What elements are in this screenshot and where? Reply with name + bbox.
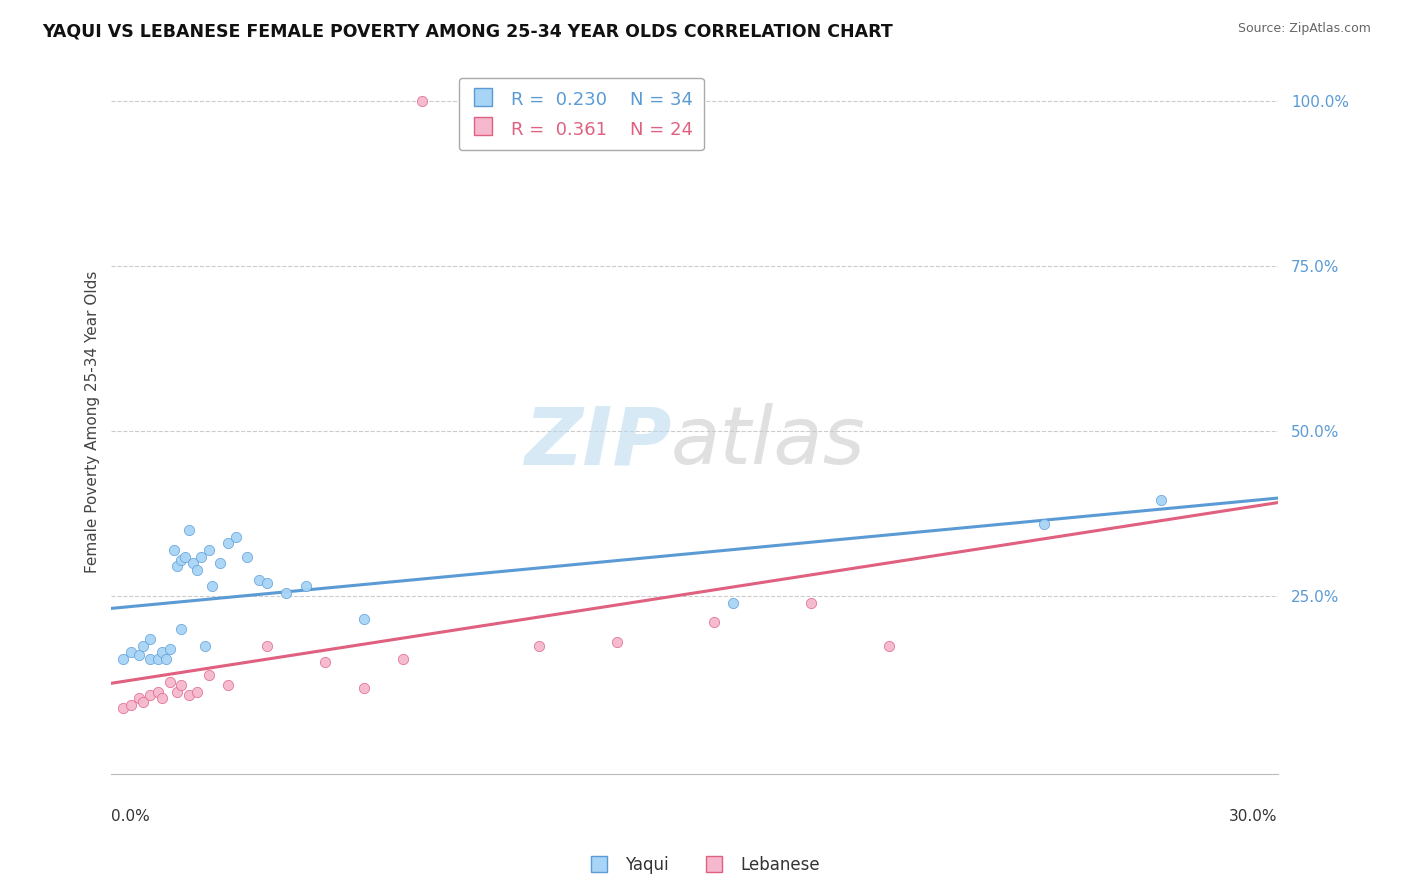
Point bbox=[353, 612, 375, 626]
Text: Source: ZipAtlas.com: Source: ZipAtlas.com bbox=[1237, 22, 1371, 36]
Point bbox=[877, 639, 900, 653]
Point bbox=[139, 632, 162, 646]
Point bbox=[181, 556, 204, 570]
Point bbox=[256, 639, 278, 653]
Point bbox=[197, 668, 219, 682]
Point bbox=[606, 635, 628, 649]
Point bbox=[256, 575, 278, 590]
Point bbox=[112, 651, 135, 665]
Point bbox=[217, 536, 239, 550]
Point bbox=[166, 559, 188, 574]
Point bbox=[179, 688, 201, 702]
Text: 0.0%: 0.0% bbox=[111, 809, 150, 824]
Point bbox=[353, 681, 375, 696]
Point bbox=[155, 651, 177, 665]
Point bbox=[703, 615, 725, 630]
Point bbox=[159, 674, 181, 689]
Point bbox=[194, 639, 217, 653]
Point bbox=[236, 549, 259, 564]
Point bbox=[186, 563, 208, 577]
Point bbox=[186, 684, 208, 698]
Point bbox=[131, 639, 153, 653]
Point bbox=[294, 579, 316, 593]
Text: YAQUI VS LEBANESE FEMALE POVERTY AMONG 25-34 YEAR OLDS CORRELATION CHART: YAQUI VS LEBANESE FEMALE POVERTY AMONG 2… bbox=[42, 22, 893, 40]
Point bbox=[179, 523, 201, 537]
Point bbox=[150, 645, 173, 659]
Point bbox=[225, 530, 247, 544]
Point bbox=[120, 645, 142, 659]
Point bbox=[146, 651, 169, 665]
Point bbox=[314, 655, 336, 669]
Point bbox=[150, 691, 173, 706]
Point bbox=[159, 641, 181, 656]
Point bbox=[120, 698, 142, 712]
Point bbox=[166, 684, 188, 698]
Text: 30.0%: 30.0% bbox=[1229, 809, 1278, 824]
Point bbox=[146, 684, 169, 698]
Point bbox=[201, 579, 224, 593]
Text: ZIP: ZIP bbox=[524, 403, 671, 482]
Point bbox=[800, 596, 823, 610]
Point bbox=[209, 556, 232, 570]
Point bbox=[112, 701, 135, 715]
Y-axis label: Female Poverty Among 25-34 Year Olds: Female Poverty Among 25-34 Year Olds bbox=[86, 270, 100, 573]
Point bbox=[217, 678, 239, 692]
Legend: Yaqui, Lebanese: Yaqui, Lebanese bbox=[579, 850, 827, 881]
Point bbox=[190, 549, 212, 564]
Legend: R =  0.230    N = 34, R =  0.361    N = 24: R = 0.230 N = 34, R = 0.361 N = 24 bbox=[458, 78, 704, 151]
Point bbox=[1033, 516, 1056, 531]
Point bbox=[128, 648, 150, 663]
Point bbox=[170, 553, 193, 567]
Text: atlas: atlas bbox=[671, 403, 866, 482]
Point bbox=[247, 573, 270, 587]
Point bbox=[139, 651, 162, 665]
Point bbox=[276, 586, 298, 600]
Point bbox=[197, 543, 219, 558]
Point bbox=[131, 695, 153, 709]
Point bbox=[174, 549, 197, 564]
Point bbox=[128, 691, 150, 706]
Point bbox=[723, 596, 745, 610]
Point bbox=[170, 678, 193, 692]
Point bbox=[139, 688, 162, 702]
Point bbox=[1150, 493, 1173, 508]
Point bbox=[527, 639, 550, 653]
Point bbox=[411, 95, 433, 109]
Point bbox=[392, 651, 415, 665]
Point bbox=[162, 543, 184, 558]
Point bbox=[170, 622, 193, 636]
